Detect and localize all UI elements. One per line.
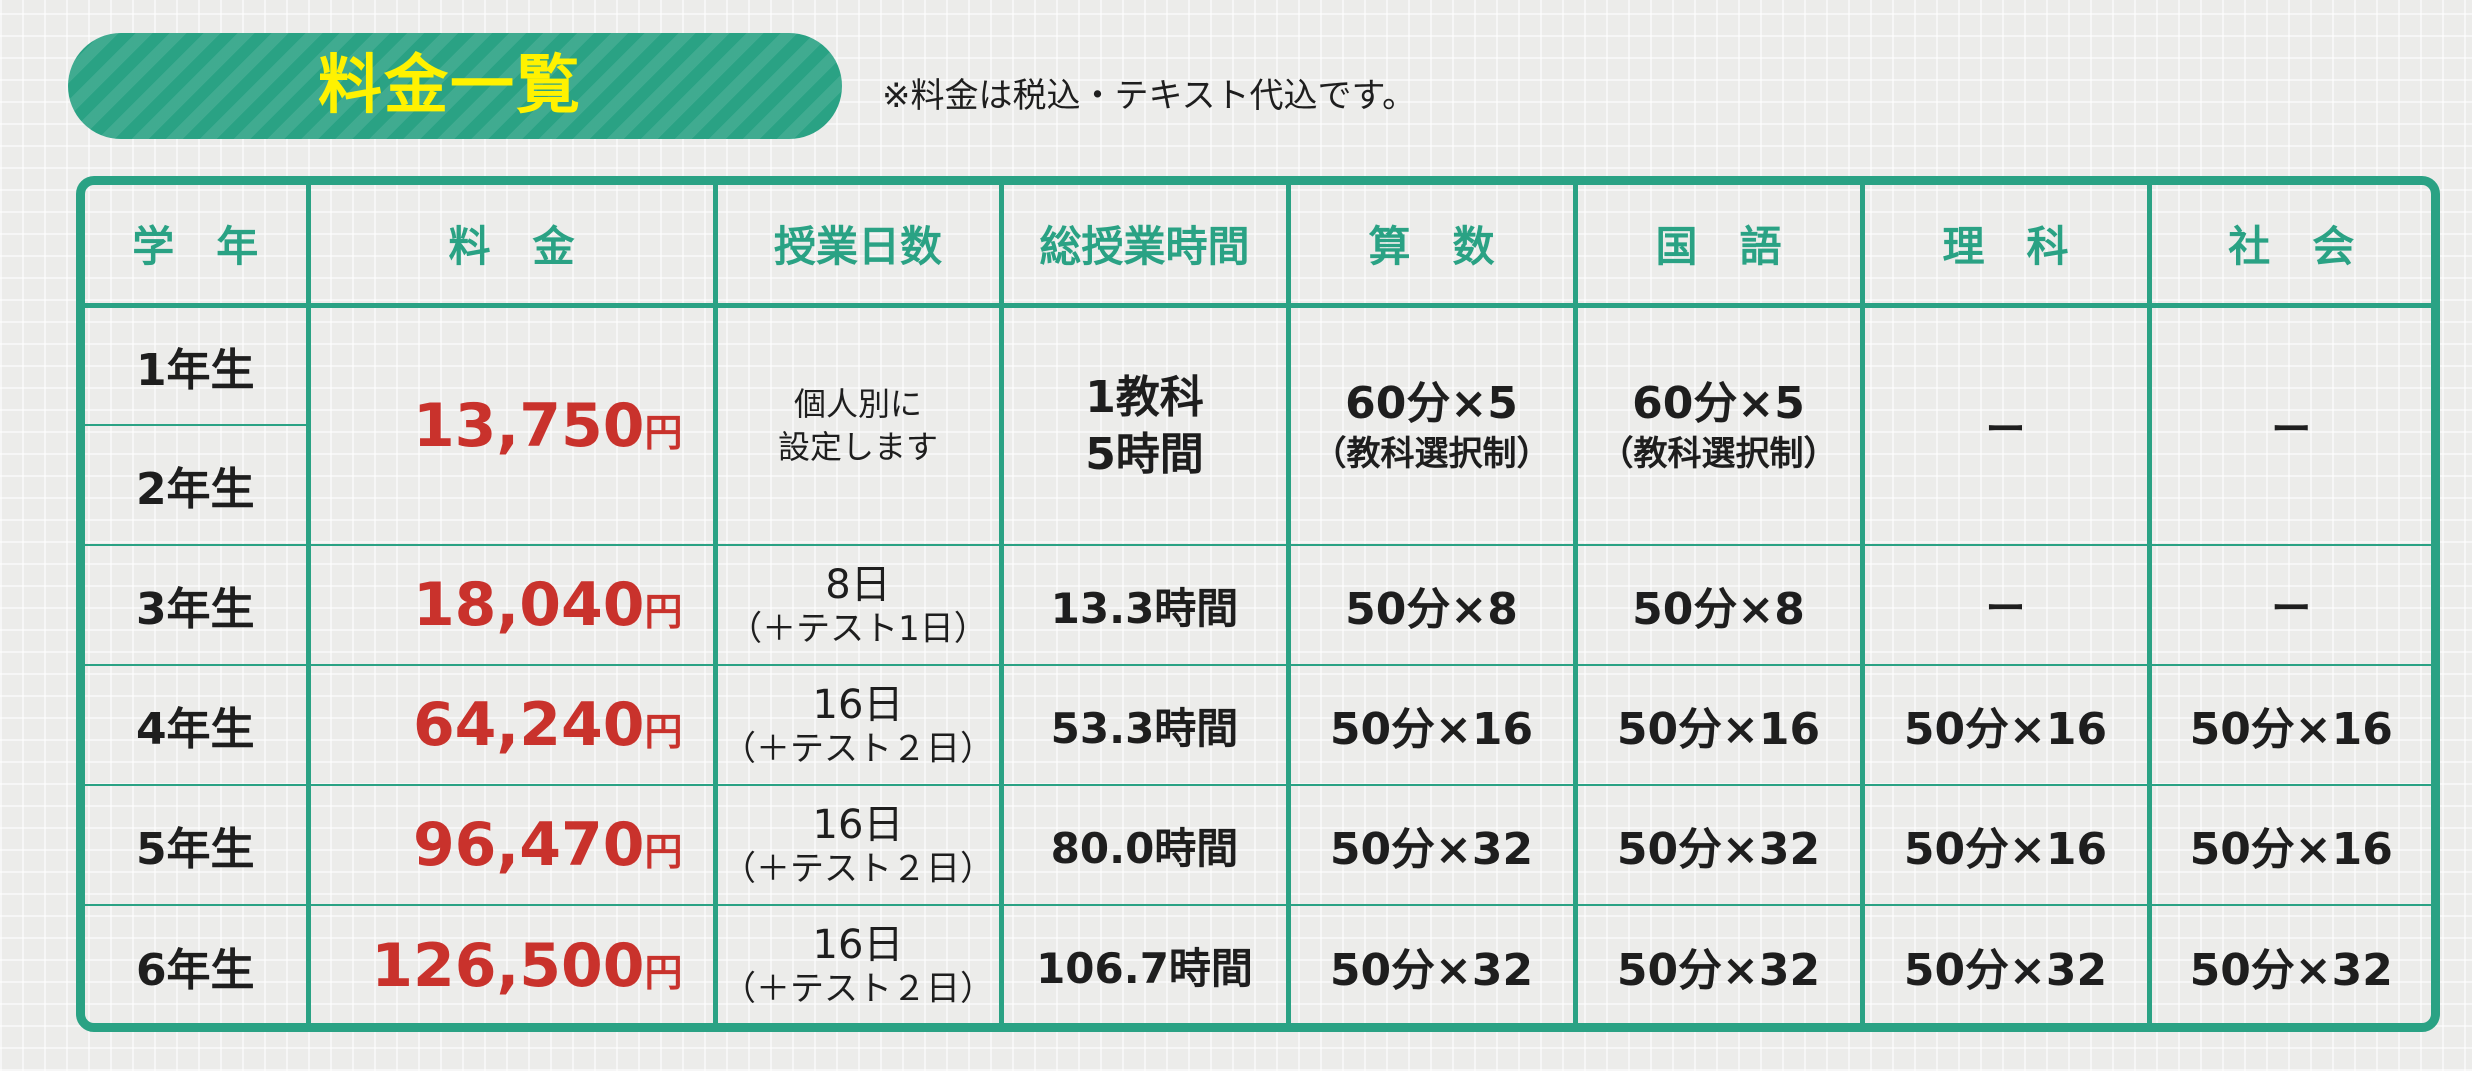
header-total-hours: 総授業時間	[1000, 185, 1291, 308]
science-cell: 50分×32	[1861, 904, 2152, 1023]
days-cell: 16日 （＋テスト２日）	[714, 784, 1004, 906]
table-row: 5年生 96,470円 16日 （＋テスト２日） 80.0時間 50分×32 5…	[85, 784, 2431, 906]
days-value: 16日	[812, 922, 904, 969]
hours-cell: 106.7時間	[1000, 904, 1291, 1023]
science-cell: ー	[1861, 304, 2152, 546]
price-table-frame: 学 年 料 金 授業日数 総授業時間 算 数 国 語 理 科 社 会 1年生 1…	[76, 176, 2440, 1032]
days-value: 16日	[812, 801, 904, 848]
japanese-value: 60分×5	[1632, 378, 1805, 430]
days-test: （＋テスト1日）	[728, 608, 988, 649]
math-cell: 50分×32	[1287, 904, 1578, 1023]
price-cell: 126,500円	[307, 904, 718, 1023]
days-line: 設定します	[777, 427, 938, 466]
math-value: 60分×5	[1345, 378, 1518, 430]
japanese-cell: 50分×8	[1574, 544, 1865, 666]
hours-cell: 53.3時間	[1000, 664, 1291, 786]
yen-unit: 円	[644, 710, 683, 754]
grade-cell: 4年生	[85, 664, 311, 786]
science-cell: 50分×16	[1861, 664, 2152, 786]
header-social: 社 会	[2148, 185, 2431, 308]
price-table: 学 年 料 金 授業日数 総授業時間 算 数 国 語 理 科 社 会 1年生 1…	[85, 185, 2431, 1023]
math-cell: 60分×5 （教科選択制）	[1287, 304, 1578, 546]
table-row: 3年生 18,040円 8日 （＋テスト1日） 13.3時間 50分×8 50分…	[85, 544, 2431, 666]
days-cell: 8日 （＋テスト1日）	[714, 544, 1004, 666]
grade-cell: 3年生	[85, 544, 311, 666]
social-cell: ー	[2148, 304, 2431, 546]
grade-cell: 2年生	[85, 424, 311, 546]
header-days: 授業日数	[714, 185, 1004, 308]
social-cell: 50分×16	[2148, 664, 2431, 786]
table-row: 4年生 64,240円 16日 （＋テスト２日） 53.3時間 50分×16 5…	[85, 664, 2431, 786]
math-cell: 50分×8	[1287, 544, 1578, 666]
social-cell: ー	[2148, 544, 2431, 666]
table-row: 2年生	[85, 424, 2431, 546]
price-cell: 64,240円	[307, 664, 718, 786]
japanese-note: （教科選択制）	[1599, 434, 1838, 475]
price-amount: 126,500	[371, 930, 645, 1001]
hours-line: 1教科	[1085, 371, 1204, 423]
header-row: 学 年 料 金 授業日数 総授業時間 算 数 国 語 理 科 社 会	[85, 185, 2431, 308]
days-test: （＋テスト２日）	[722, 969, 994, 1010]
header-price: 料 金	[307, 185, 718, 308]
grade-cell: 1年生	[85, 304, 311, 426]
days-test: （＋テスト２日）	[722, 728, 994, 769]
days-line: 個人別に	[793, 384, 922, 423]
table-row: 1年生 13,750円 個人別に 設定します 1教科 5時間 60分×5 （教科…	[85, 304, 2431, 546]
hours-line: 5時間	[1085, 428, 1204, 480]
japanese-cell: 50分×16	[1574, 664, 1865, 786]
days-value: 8日	[825, 561, 891, 608]
math-cell: 50分×32	[1287, 784, 1578, 906]
header-math: 算 数	[1287, 185, 1578, 308]
yen-unit: 円	[644, 410, 683, 455]
title-banner: 料金一覧	[68, 33, 842, 139]
days-test: （＋テスト２日）	[722, 848, 994, 889]
header-science: 理 科	[1861, 185, 2152, 308]
hours-cell: 1教科 5時間	[1000, 304, 1291, 546]
table-row: 6年生 126,500円 16日 （＋テスト２日） 106.7時間 50分×32…	[85, 904, 2431, 1023]
grade-cell: 5年生	[85, 784, 311, 906]
price-amount: 18,040	[412, 570, 645, 640]
yen-unit: 円	[644, 830, 683, 874]
hours-cell: 80.0時間	[1000, 784, 1291, 906]
social-cell: 50分×16	[2148, 784, 2431, 906]
japanese-cell: 50分×32	[1574, 784, 1865, 906]
header-grade: 学 年	[85, 185, 311, 308]
price-amount: 96,470	[412, 810, 645, 880]
page-title: 料金一覧	[318, 49, 582, 123]
days-cell: 16日 （＋テスト２日）	[714, 904, 1004, 1023]
price-amount: 64,240	[412, 690, 645, 760]
days-value: 16日	[812, 681, 904, 728]
price-cell: 13,750円	[307, 304, 718, 546]
days-cell: 個人別に 設定します	[714, 304, 1004, 546]
price-note: ※料金は税込・テキスト代込です。	[882, 76, 1417, 116]
science-cell: ー	[1861, 544, 2152, 666]
price-cell: 96,470円	[307, 784, 718, 906]
yen-unit: 円	[644, 950, 683, 995]
yen-unit: 円	[644, 590, 683, 634]
grade-cell: 6年生	[85, 904, 311, 1023]
science-cell: 50分×16	[1861, 784, 2152, 906]
price-amount: 13,750	[412, 390, 645, 461]
japanese-cell: 60分×5 （教科選択制）	[1574, 304, 1865, 546]
days-cell: 16日 （＋テスト２日）	[714, 664, 1004, 786]
japanese-cell: 50分×32	[1574, 904, 1865, 1023]
math-note: （教科選択制）	[1312, 434, 1551, 475]
price-cell: 18,040円	[307, 544, 718, 666]
header-japanese: 国 語	[1574, 185, 1865, 308]
social-cell: 50分×32	[2148, 904, 2431, 1023]
math-cell: 50分×16	[1287, 664, 1578, 786]
hours-cell: 13.3時間	[1000, 544, 1291, 666]
